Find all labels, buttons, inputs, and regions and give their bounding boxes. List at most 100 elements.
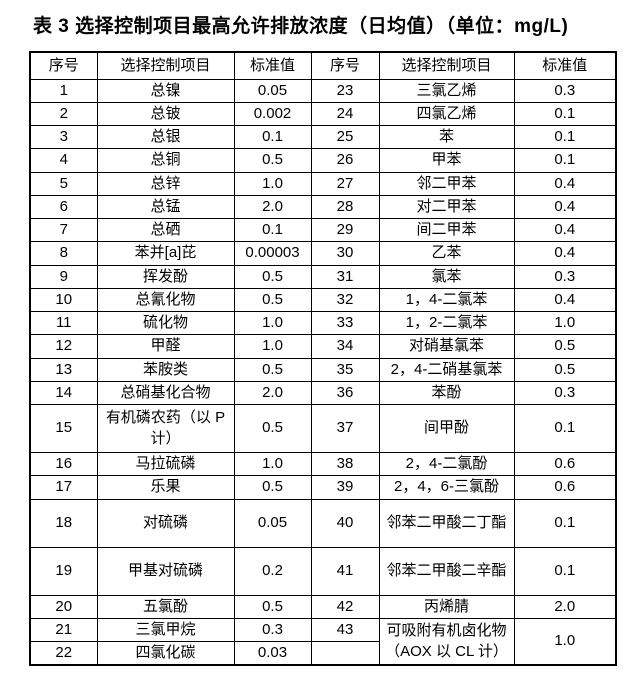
seq-cell-right: 43 (310, 617, 380, 643)
value-cell-left: 0.05 (233, 78, 312, 103)
seq-cell-left: 8 (29, 241, 98, 266)
value-cell-right: 0.3 (513, 380, 617, 406)
seq-cell-right: 33 (310, 310, 380, 336)
item-cell-right: 四氯乙烯 (378, 101, 515, 127)
value-cell-right: 0.5 (513, 334, 617, 359)
item-cell-left: 总锌 (96, 171, 235, 196)
value-cell-left: 1.0 (233, 171, 312, 196)
item-cell-right: 三氯乙烯 (378, 78, 515, 103)
table-row: 1 总镍 0.05 23 三氯乙烯 0.3 (29, 78, 617, 103)
value-cell-right: 0.3 (513, 264, 617, 289)
header-value-right: 标准值 (513, 51, 617, 80)
item-cell-left: 苯胺类 (96, 357, 235, 382)
seq-cell-right: 27 (310, 171, 380, 196)
seq-cell-left: 18 (29, 498, 98, 548)
value-cell-left: 0.5 (233, 404, 312, 453)
item-cell-right: 1，2-二氯苯 (378, 310, 515, 336)
table-row: 8 苯并[a]芘 0.00003 30 乙苯 0.4 (29, 241, 617, 266)
item-cell-right: 丙烯腈 (378, 594, 515, 619)
value-cell-left: 0.5 (233, 148, 312, 173)
seq-cell-right: 35 (310, 357, 380, 382)
header-row: 序号 选择控制项目 标准值 序号 选择控制项目 标准值 (29, 51, 617, 80)
item-cell-right: 2，4，6-三氯酚 (378, 475, 515, 500)
value-cell-left: 0.002 (233, 101, 312, 127)
value-cell-left: 0.5 (233, 264, 312, 289)
item-cell-left: 总硝基化合物 (96, 380, 235, 406)
item-cell-right: 乙苯 (378, 241, 515, 266)
item-cell-right: 对硝基氯苯 (378, 334, 515, 359)
seq-cell-left: 20 (29, 594, 98, 619)
item-cell-right: 邻二甲苯 (378, 171, 515, 196)
value-cell-right: 0.6 (513, 451, 617, 477)
seq-cell-right: 28 (310, 194, 380, 220)
seq-cell-right: 37 (310, 404, 380, 453)
table-row: 14 总硝基化合物 2.0 36 苯酚 0.3 (29, 380, 617, 406)
item-cell-left: 对硫磷 (96, 498, 235, 548)
value-cell-right: 0.1 (513, 148, 617, 173)
seq-cell-left: 2 (29, 101, 98, 127)
seq-cell-right: 29 (310, 217, 380, 243)
seq-cell-right: 34 (310, 334, 380, 359)
table-row: 6 总锰 2.0 28 对二甲苯 0.4 (29, 194, 617, 220)
seq-cell-left: 11 (29, 310, 98, 336)
value-cell-left: 0.5 (233, 594, 312, 619)
table-row: 5 总锌 1.0 27 邻二甲苯 0.4 (29, 171, 617, 196)
seq-cell-left: 15 (29, 404, 98, 453)
item-cell-right: 2，4-二硝基氯苯 (378, 357, 515, 382)
value-cell-left: 0.2 (233, 546, 312, 596)
value-cell-right: 0.4 (513, 241, 617, 266)
seq-cell-right: 38 (310, 451, 380, 477)
seq-cell-right: 30 (310, 241, 380, 266)
value-cell-right: 0.1 (513, 124, 617, 150)
value-cell-right: 0.3 (513, 78, 617, 103)
seq-cell-left: 13 (29, 357, 98, 382)
value-cell-right: 0.4 (513, 217, 617, 243)
seq-cell-right: 23 (310, 78, 380, 103)
table-row: 20 五氯酚 0.5 42 丙烯腈 2.0 (29, 594, 617, 619)
seq-cell-left: 17 (29, 475, 98, 500)
seq-cell-left: 19 (29, 546, 98, 596)
seq-cell-right (310, 641, 380, 666)
item-cell-left: 乐果 (96, 475, 235, 500)
seq-cell-right: 36 (310, 380, 380, 406)
item-cell-left: 马拉硫磷 (96, 451, 235, 477)
value-cell-right: 0.4 (513, 194, 617, 220)
value-cell-right: 0.6 (513, 475, 617, 500)
value-cell-right: 0.4 (513, 171, 617, 196)
value-cell-left: 2.0 (233, 194, 312, 220)
value-cell-right: 0.4 (513, 287, 617, 313)
value-cell-right: 0.5 (513, 357, 617, 382)
header-seq-left: 序号 (29, 51, 98, 80)
item-cell-left: 总锰 (96, 194, 235, 220)
item-cell-left: 硫化物 (96, 310, 235, 336)
table-header: 序号 选择控制项目 标准值 序号 选择控制项目 标准值 (29, 51, 617, 80)
value-cell-left: 1.0 (233, 451, 312, 477)
table-row: 18 对硫磷 0.05 40 邻苯二甲酸二丁酯 0.1 (29, 498, 617, 548)
value-cell-left: 1.0 (233, 334, 312, 359)
value-cell-left: 0.03 (233, 641, 312, 666)
item-cell-left: 甲醛 (96, 334, 235, 359)
header-seq-right: 序号 (310, 51, 380, 80)
item-cell-right: 邻苯二甲酸二辛酯 (378, 546, 515, 596)
value-cell-left: 0.5 (233, 357, 312, 382)
item-cell-left: 总硒 (96, 217, 235, 243)
item-cell-right: 甲苯 (378, 148, 515, 173)
table-row: 17 乐果 0.5 39 2，4，6-三氯酚 0.6 (29, 475, 617, 500)
seq-cell-left: 12 (29, 334, 98, 359)
item-cell-right: 间甲酚 (378, 404, 515, 453)
table-row: 19 甲基对硫磷 0.2 41 邻苯二甲酸二辛酯 0.1 (29, 546, 617, 596)
item-cell-left: 三氯甲烷 (96, 617, 235, 643)
value-cell-left: 2.0 (233, 380, 312, 406)
value-cell-right: 2.0 (513, 594, 617, 619)
seq-cell-right: 40 (310, 498, 380, 548)
item-cell-left: 总铜 (96, 148, 235, 173)
item-cell-left: 五氯酚 (96, 594, 235, 619)
value-cell-left: 0.3 (233, 617, 312, 643)
item-cell-right: 苯 (378, 124, 515, 150)
item-cell-right: 对二甲苯 (378, 194, 515, 220)
standards-table: 序号 选择控制项目 标准值 序号 选择控制项目 标准值 1 总镍 0.05 23 三氯乙… (29, 51, 617, 667)
seq-cell-right: 41 (310, 546, 380, 596)
value-cell-left: 0.5 (233, 475, 312, 500)
item-cell-left: 总铍 (96, 101, 235, 127)
header-item-left: 选择控制项目 (96, 51, 235, 80)
